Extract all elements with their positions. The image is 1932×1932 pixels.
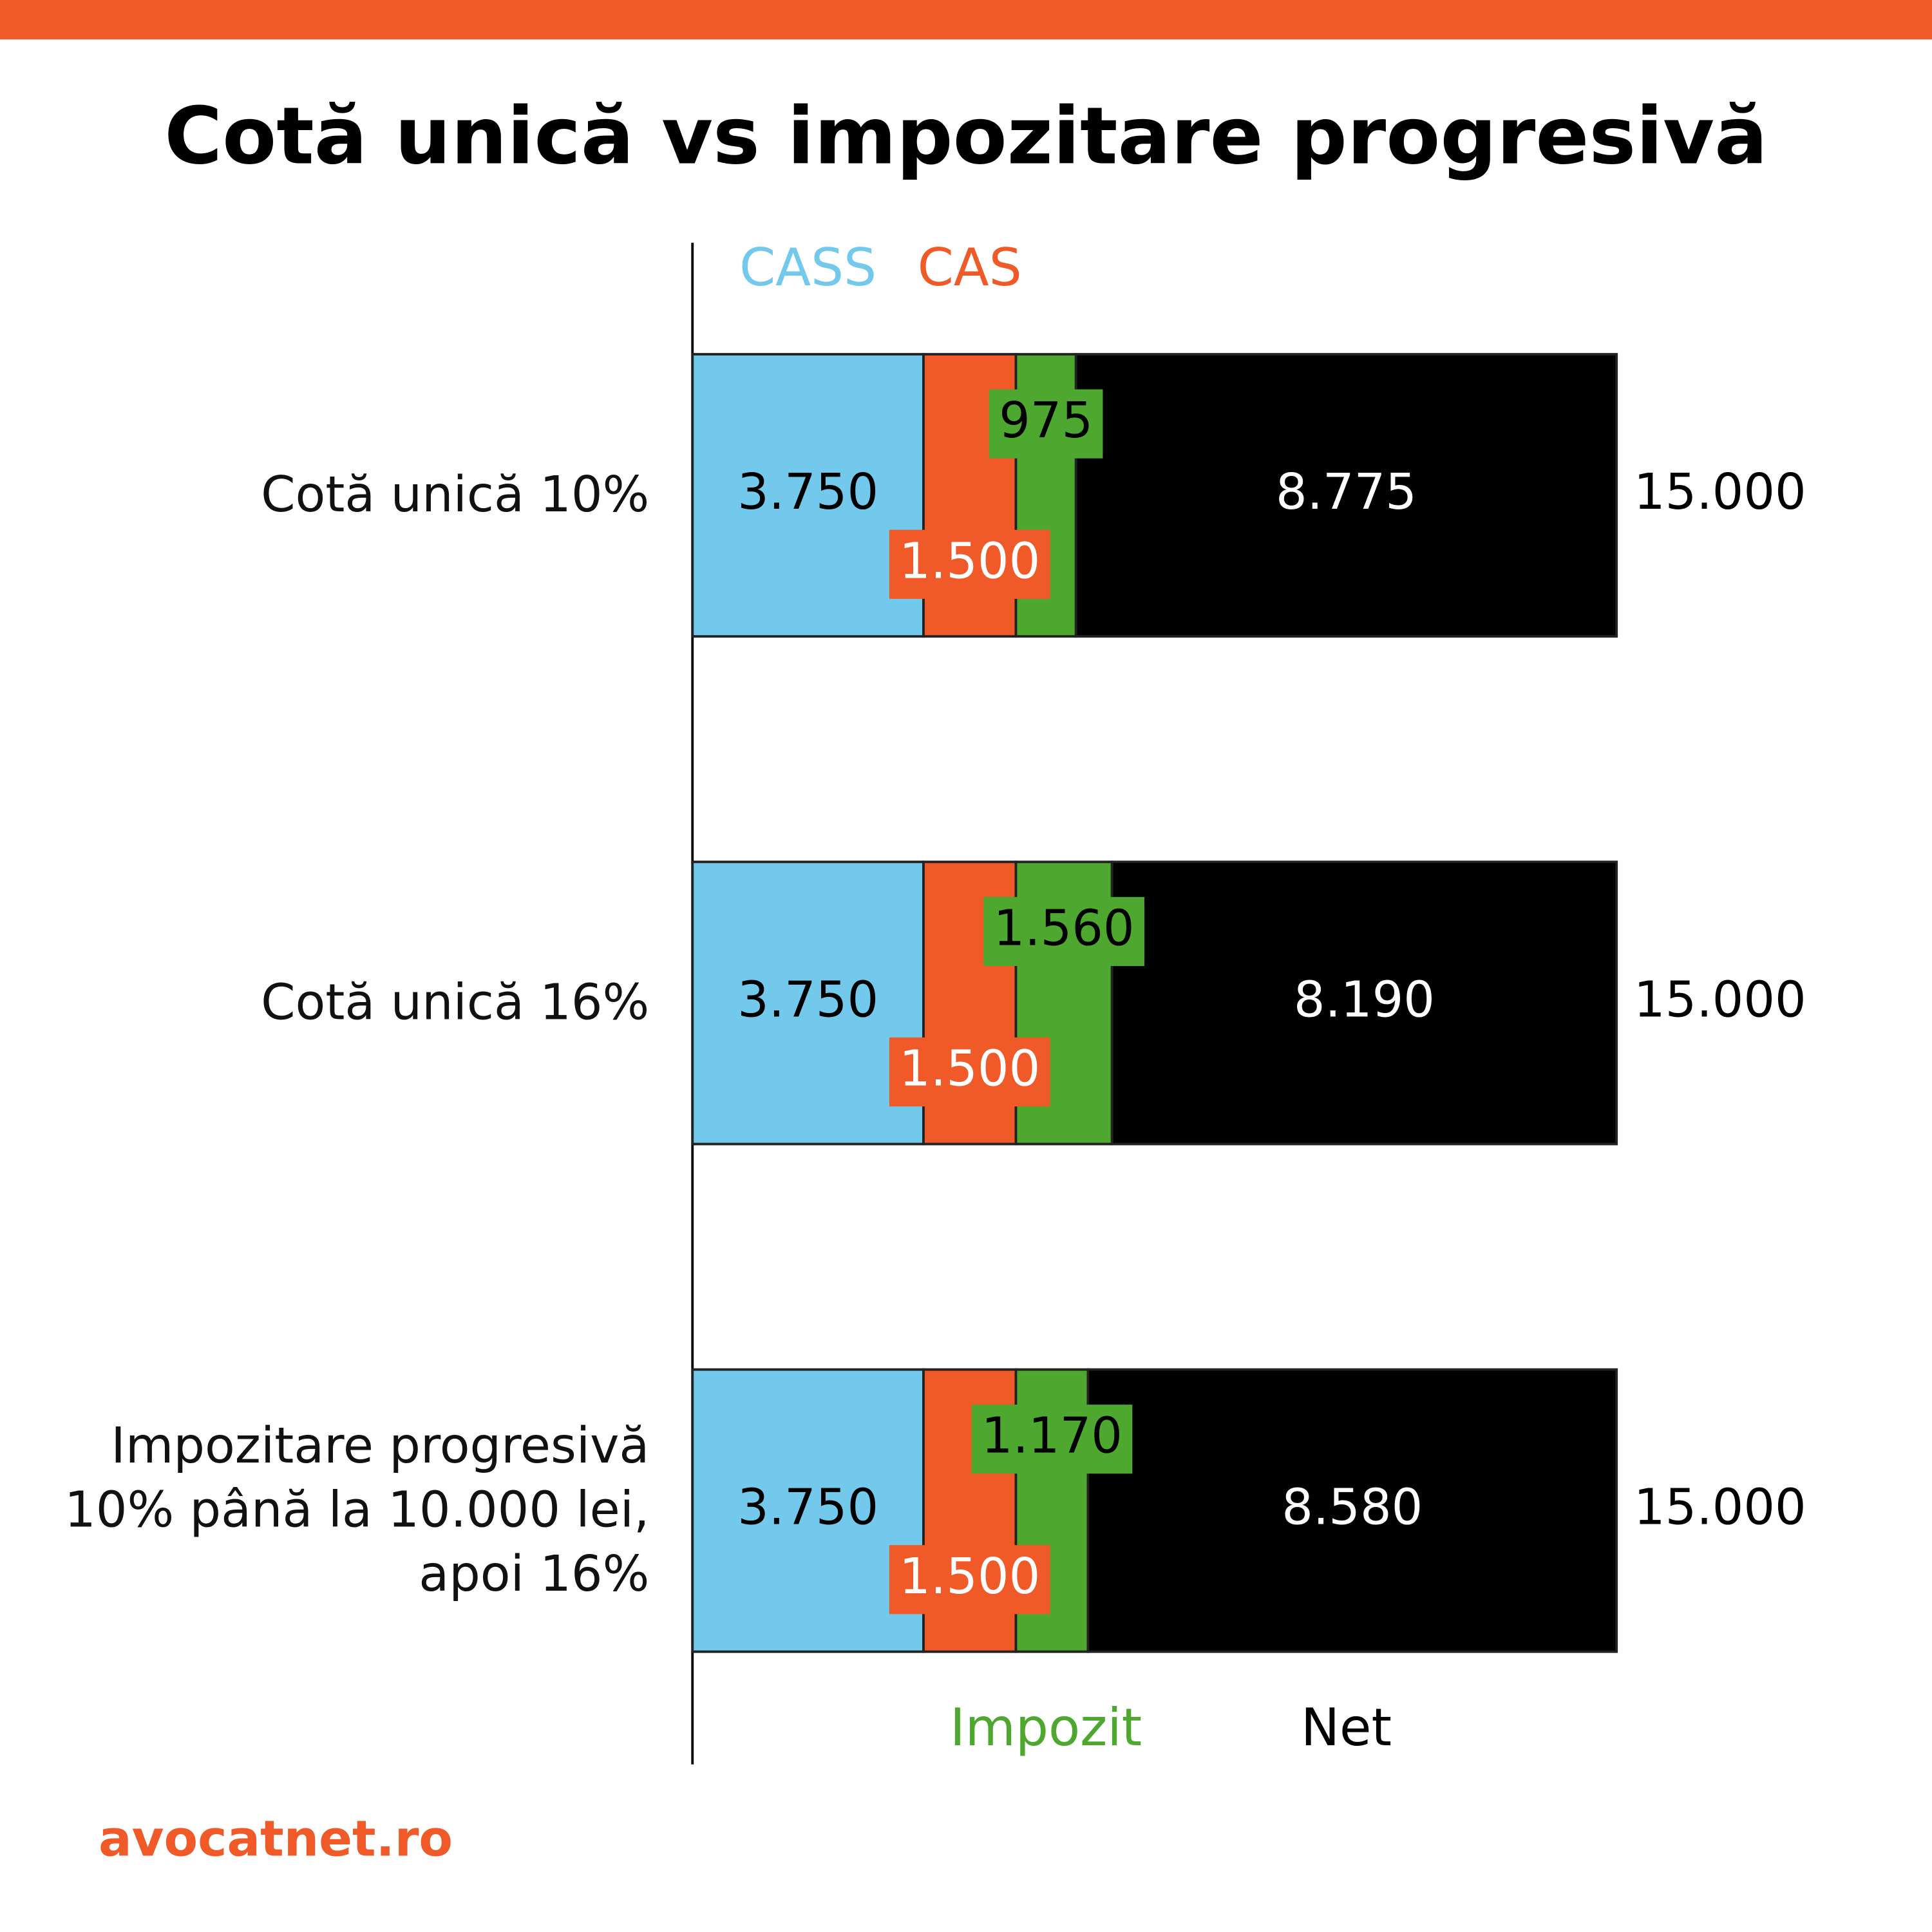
value-label: 3.750 bbox=[737, 971, 878, 1028]
value-label-bg bbox=[971, 1405, 1133, 1474]
bar-segment bbox=[1086, 1368, 1618, 1653]
value-label: 1.500 bbox=[899, 1041, 1040, 1098]
legend-label: CASS bbox=[739, 237, 876, 298]
value-label: 1.560 bbox=[994, 900, 1135, 957]
category-label: Impozitare progresivă 10% până la 10.000… bbox=[64, 1418, 650, 1604]
bar-segment bbox=[691, 860, 925, 1146]
value-label-bg bbox=[889, 529, 1050, 599]
category-label: Cotă unică 10% bbox=[261, 467, 650, 524]
value-label: 8.190 bbox=[1294, 971, 1435, 1028]
value-label: 3.750 bbox=[737, 464, 878, 521]
value-label: 1.500 bbox=[899, 1548, 1040, 1605]
legend-label: CAS bbox=[918, 237, 1022, 298]
bar-segment bbox=[691, 353, 925, 638]
value-label: 1.500 bbox=[899, 533, 1040, 590]
value-label: 8.580 bbox=[1282, 1479, 1423, 1537]
chart-title: Cotă unică vs impozitare progresivă bbox=[164, 90, 1767, 182]
total-label: 15.000 bbox=[1634, 464, 1806, 521]
value-label-bg bbox=[983, 896, 1144, 966]
value-label: 975 bbox=[999, 392, 1093, 450]
bar-segment bbox=[1074, 353, 1618, 638]
value-label-bg bbox=[989, 389, 1103, 459]
value-label: 1.170 bbox=[981, 1408, 1122, 1465]
value-label-bg bbox=[889, 1037, 1050, 1107]
legend-label: Net bbox=[1301, 1697, 1392, 1757]
bar-segment bbox=[1110, 860, 1618, 1146]
total-label: 15.000 bbox=[1634, 971, 1806, 1028]
category-label: Cotă unică 16% bbox=[261, 974, 650, 1032]
total-label: 15.000 bbox=[1634, 1479, 1806, 1537]
value-label-bg bbox=[889, 1545, 1050, 1615]
value-label: 3.750 bbox=[737, 1479, 878, 1537]
bar-segment bbox=[691, 1368, 925, 1653]
legend-label: Impozit bbox=[950, 1697, 1142, 1757]
top-band bbox=[0, 0, 1932, 40]
source: avocatnet.ro bbox=[99, 1810, 453, 1868]
value-label: 8.775 bbox=[1276, 464, 1417, 521]
